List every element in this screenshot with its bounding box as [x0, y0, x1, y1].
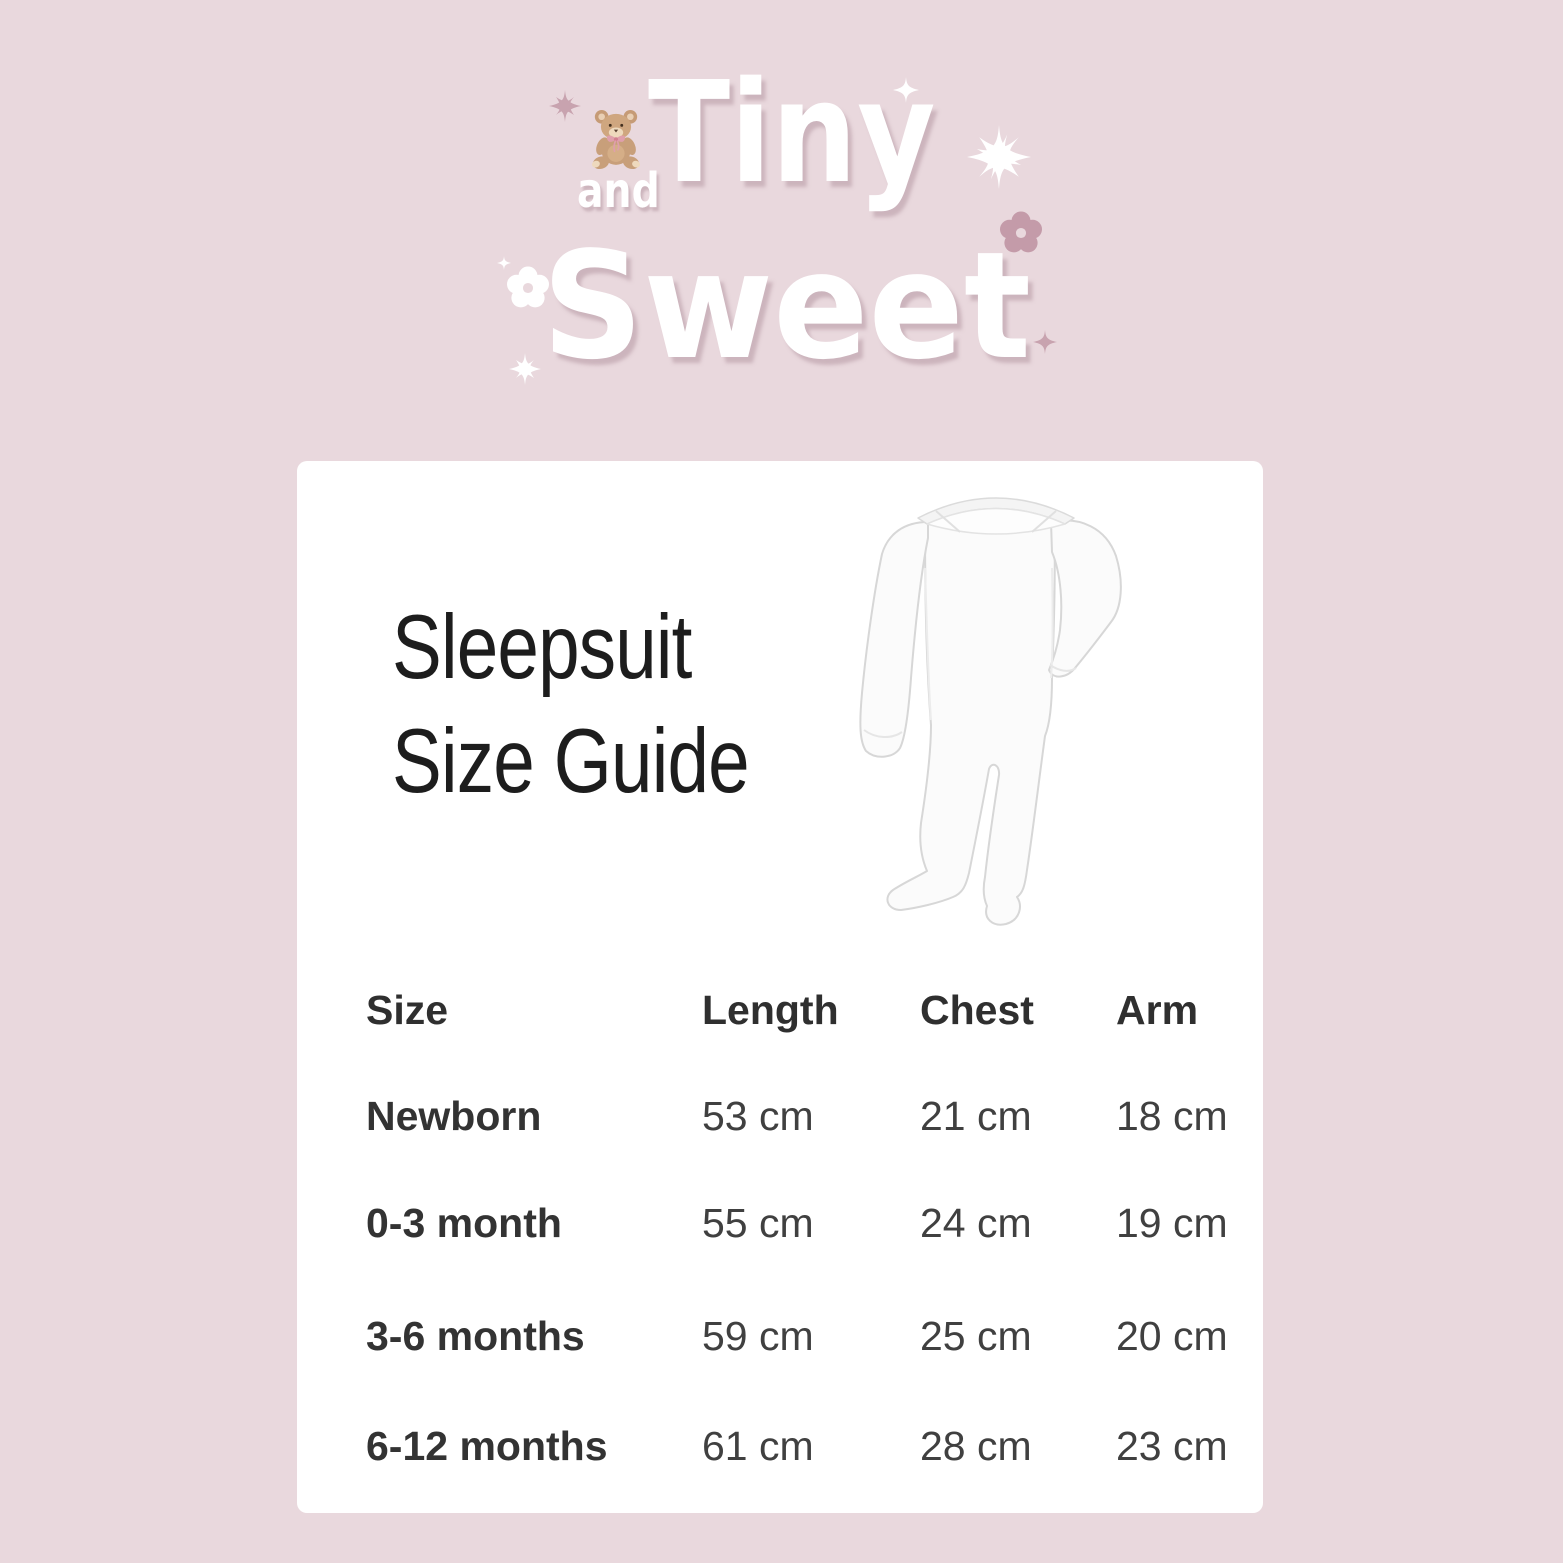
brand-word-tiny: Tiny	[648, 52, 936, 215]
length-cell: 61 cm	[702, 1423, 814, 1469]
sparkle-icon	[509, 353, 541, 385]
starburst-icon	[967, 125, 1031, 189]
flower-icon	[506, 266, 550, 308]
sparkle-icon	[549, 90, 581, 122]
sparkle-icon	[1033, 330, 1057, 354]
size-cell: Newborn	[366, 1093, 542, 1139]
sparkle-icon	[893, 77, 919, 103]
length-cell: 55 cm	[702, 1200, 814, 1246]
brand-logo: and Tiny Sweet	[0, 0, 1563, 460]
brand-word-sweet: Sweet	[542, 220, 1032, 392]
length-cell: 59 cm	[702, 1313, 814, 1359]
chest-cell: 28 cm	[920, 1423, 1032, 1469]
size-cell: 0-3 month	[366, 1200, 562, 1246]
arm-cell: 19 cm	[1116, 1200, 1228, 1246]
sleepsuit-photo	[848, 468, 1192, 940]
length-cell: 53 cm	[702, 1093, 814, 1139]
column-header-chest: Chest	[920, 987, 1034, 1033]
arm-cell: 18 cm	[1116, 1093, 1228, 1139]
size-guide-card: Sleepsuit Size Guide	[297, 461, 1263, 1513]
page-title: Sleepsuit Size Guide	[392, 591, 750, 819]
page-title-line2: Size Guide	[392, 711, 750, 812]
sleepsuit-image	[859, 497, 1122, 926]
arm-cell: 23 cm	[1116, 1423, 1228, 1469]
size-cell: 3-6 months	[366, 1313, 585, 1359]
size-table: Size Length Chest Arm Newborn 53 cm 21 c…	[366, 987, 1256, 1484]
page-title-line1: Sleepsuit	[392, 597, 692, 698]
column-header-arm: Arm	[1116, 987, 1199, 1033]
chest-cell: 24 cm	[920, 1200, 1032, 1246]
teddy-bear-icon	[591, 109, 641, 170]
brand-word-and: and	[577, 163, 660, 219]
chest-cell: 25 cm	[920, 1313, 1032, 1359]
chest-cell: 21 cm	[920, 1093, 1032, 1139]
size-cell: 6-12 months	[366, 1423, 608, 1469]
column-header-length: Length	[702, 987, 839, 1033]
arm-cell: 20 cm	[1116, 1313, 1228, 1359]
flower-icon	[999, 211, 1043, 253]
sparkle-icon	[497, 256, 511, 270]
column-header-size: Size	[366, 987, 449, 1033]
